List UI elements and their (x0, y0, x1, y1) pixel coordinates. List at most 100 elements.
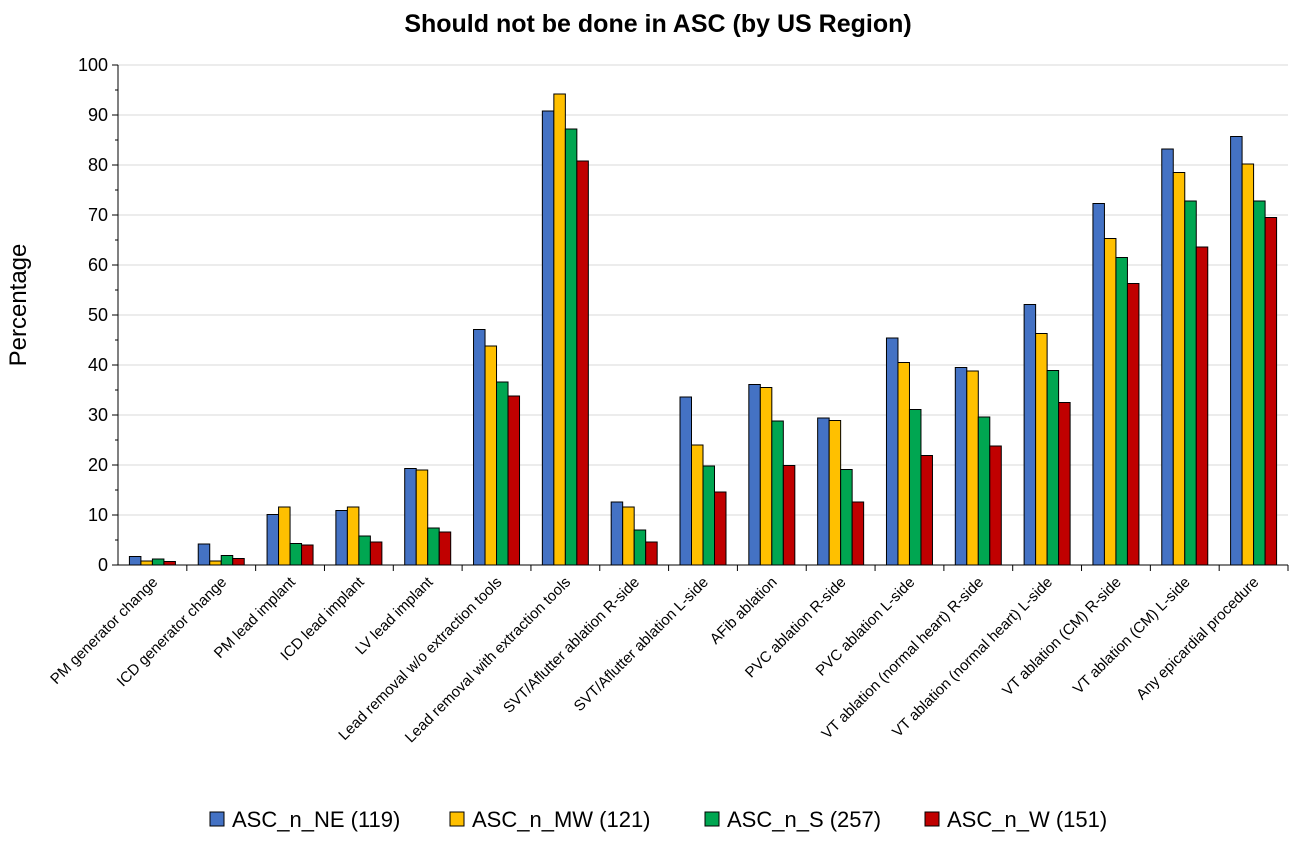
bar (404, 468, 417, 566)
bar (1241, 163, 1255, 566)
bar (977, 416, 991, 566)
y-tick-label: 30 (88, 405, 108, 425)
bar (759, 387, 773, 566)
bar (610, 501, 624, 566)
y-tick-label: 10 (88, 505, 108, 525)
bar (1172, 172, 1186, 566)
y-tick-labels: 0 10 20 30 40 50 60 70 80 90 100 (78, 55, 108, 575)
bar (369, 541, 383, 566)
bar (851, 501, 865, 566)
x-tick-label: Any epicardial procedure (1133, 574, 1262, 703)
bar (507, 395, 521, 566)
y-tick-label: 70 (88, 205, 108, 225)
bar (553, 93, 566, 566)
bar (633, 529, 647, 566)
bar (1161, 148, 1174, 566)
bar (771, 420, 784, 566)
bar (197, 543, 211, 566)
bar (541, 110, 555, 566)
gridlines (118, 64, 1288, 516)
bar (209, 560, 222, 566)
y-tick-label: 100 (78, 55, 108, 75)
bar (702, 465, 715, 566)
bar (828, 420, 842, 566)
bar (1184, 200, 1197, 566)
bar (289, 543, 303, 566)
bar (266, 514, 280, 566)
bar (128, 556, 142, 566)
bar (576, 160, 589, 566)
bar (897, 362, 910, 566)
bar (989, 445, 1002, 566)
bar (908, 409, 922, 566)
bar (1103, 238, 1117, 566)
y-tick-label: 0 (98, 555, 108, 575)
bar (1195, 246, 1209, 566)
legend: ASC_n_NE (119) ASC_n_MW (121) ASC_n_S (257… (209, 807, 1107, 832)
bar (920, 455, 933, 566)
bar (278, 506, 291, 566)
bar (691, 444, 704, 566)
y-tick-label: 80 (88, 155, 108, 175)
bar (1035, 333, 1048, 566)
bar (1126, 283, 1140, 566)
x-tick-label: VT ablation (CM) R-side (999, 574, 1125, 700)
bar (484, 345, 498, 566)
bar (438, 531, 452, 566)
y-tick-label: 90 (88, 105, 108, 125)
bar (714, 491, 727, 566)
y-tick-label: 40 (88, 355, 108, 375)
y-axis-label: Percentage (5, 244, 32, 367)
x-tick-label: AFib ablation (707, 574, 781, 648)
legend-swatch (924, 811, 940, 827)
bar (954, 367, 968, 566)
bar (346, 506, 360, 566)
axes (112, 64, 1289, 571)
bar (1230, 136, 1243, 566)
legend-swatch (209, 811, 225, 827)
bar (1023, 304, 1037, 566)
bar (496, 381, 509, 566)
legend-label: ASC_n_W (151) (947, 807, 1107, 832)
bar (885, 337, 899, 566)
bar (782, 465, 796, 566)
bar (358, 535, 371, 566)
bar (1092, 203, 1105, 566)
bar (817, 417, 830, 566)
bar (840, 469, 853, 566)
legend-swatch (449, 811, 465, 827)
bar (301, 544, 314, 566)
legend-label: ASC_n_S (257) (727, 807, 881, 832)
x-tick-label: SVT/Aflutter ablation R-side (500, 574, 643, 717)
bar (564, 128, 578, 566)
bar (232, 558, 245, 566)
bar (151, 558, 165, 566)
bar (748, 384, 761, 566)
bar (1058, 402, 1071, 566)
bar (645, 541, 658, 566)
chart-title: Should not be done in ASC (by US Region) (404, 10, 911, 38)
legend-swatch (704, 811, 720, 827)
bar (473, 329, 486, 566)
bar (427, 527, 440, 566)
bar (679, 396, 692, 566)
y-tick-label: 60 (88, 255, 108, 275)
bar (1046, 370, 1060, 566)
legend-label: ASC_n_MW (121) (472, 807, 651, 832)
x-tick-label: VT ablation (CM) L-side (1070, 574, 1194, 698)
y-tick-label: 20 (88, 455, 108, 475)
bar (622, 506, 635, 566)
bar (335, 510, 348, 566)
bar (220, 555, 234, 566)
bar (415, 469, 429, 566)
bar (140, 560, 153, 566)
bar (1253, 200, 1266, 566)
legend-label: ASC_n_NE (119) (232, 807, 400, 832)
bar (966, 370, 979, 566)
bar (1264, 217, 1278, 566)
x-tick-label: SVT/Aflutter ablation L-side (571, 574, 712, 715)
y-tick-label: 50 (88, 305, 108, 325)
bar (1115, 257, 1128, 566)
bar (163, 561, 176, 566)
